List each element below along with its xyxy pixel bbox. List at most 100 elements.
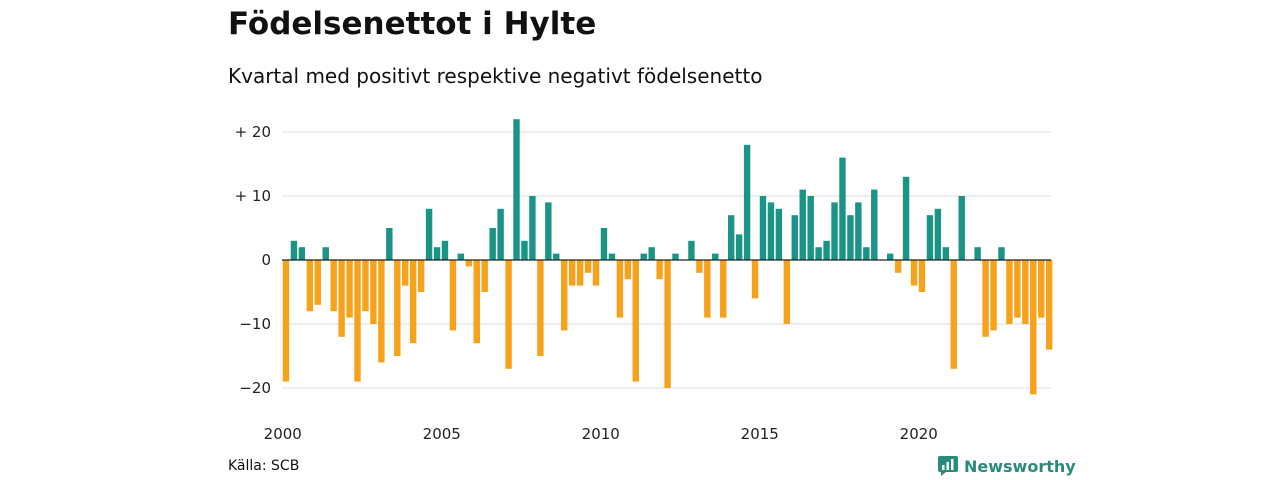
bar-negative — [346, 260, 353, 318]
bar-positive — [608, 253, 616, 260]
bar-negative — [378, 260, 385, 363]
x-tick-label: 2020 — [900, 425, 938, 443]
bar-positive — [727, 215, 735, 260]
bar-positive — [767, 202, 775, 260]
x-tick-label: 2000 — [264, 425, 302, 443]
y-tick-label: + 10 — [235, 187, 271, 205]
bar-negative — [751, 260, 759, 299]
bar-negative — [465, 260, 473, 267]
bar-positive — [441, 240, 449, 260]
bar-negative — [409, 260, 417, 344]
bar-negative — [338, 260, 345, 337]
bar-positive — [871, 189, 878, 260]
bar-negative — [1006, 260, 1013, 324]
bar-positive — [902, 176, 910, 260]
bar-positive — [712, 253, 719, 260]
x-tick-label: 2015 — [741, 425, 779, 443]
bar-negative — [592, 260, 600, 286]
bar-positive — [823, 240, 830, 260]
bar-positive — [648, 247, 655, 260]
bar-positive — [974, 247, 981, 260]
bar-negative — [537, 260, 544, 356]
bar-negative — [362, 260, 369, 312]
bar-positive — [958, 196, 965, 260]
bar-negative — [624, 260, 632, 280]
source-note: Källa: SCB — [228, 458, 300, 474]
bar-positive — [942, 247, 950, 260]
bar-negative — [505, 260, 512, 369]
bar-positive — [489, 228, 496, 260]
x-tick-label: 2005 — [423, 425, 461, 443]
x-tick-label: 2010 — [582, 425, 620, 443]
bar-positive — [521, 240, 528, 260]
bar-positive — [839, 157, 846, 260]
bar-negative — [616, 260, 624, 318]
bar-positive — [759, 196, 767, 260]
bar-negative — [314, 260, 321, 305]
bar-positive — [322, 247, 329, 260]
bar-positive — [926, 215, 934, 260]
bar-positive — [457, 253, 465, 260]
bar-negative — [282, 260, 290, 382]
bar-negative — [481, 260, 488, 292]
chart-title: Födelsenettot i Hylte — [228, 6, 597, 42]
bar-negative — [950, 260, 957, 369]
bar-positive — [886, 253, 894, 260]
bar-negative — [1022, 260, 1029, 324]
bar-negative — [584, 260, 592, 273]
bar-positive — [298, 247, 306, 260]
bar-positive — [799, 189, 806, 260]
bar-positive — [743, 144, 751, 260]
bar-positive — [425, 208, 433, 260]
bar-negative — [402, 260, 409, 286]
bar-positive — [545, 202, 552, 260]
bar-negative — [561, 260, 568, 331]
bar-negative — [656, 260, 663, 280]
bar-positive — [553, 253, 560, 260]
y-tick-label: −20 — [239, 379, 271, 397]
bar-negative — [449, 260, 457, 331]
bar-negative — [354, 260, 361, 382]
bar-positive — [998, 247, 1005, 260]
bar-positive — [688, 240, 695, 260]
bar-negative — [394, 260, 401, 356]
bar-negative — [330, 260, 337, 312]
bar-negative — [704, 260, 711, 318]
bar-negative — [370, 260, 377, 324]
bar-negative — [1030, 260, 1037, 395]
bar-positive — [775, 208, 783, 260]
bar-positive — [386, 228, 393, 260]
bar-negative — [664, 260, 671, 388]
y-tick-label: −10 — [239, 315, 271, 333]
bar-positive — [433, 247, 441, 260]
bar-negative — [990, 260, 997, 331]
bar-negative — [982, 260, 989, 337]
bar-negative — [576, 260, 584, 286]
bar-positive — [847, 215, 854, 260]
bar-negative — [894, 260, 902, 273]
bar-positive — [290, 240, 298, 260]
y-axis-labels: + 20 + 10 0 −10 −20 — [235, 123, 271, 397]
bar-negative — [696, 260, 703, 273]
bar-negative — [1045, 260, 1053, 350]
brand-logo: Newsworthy — [938, 456, 1076, 476]
bar-positive — [934, 208, 942, 260]
bar-positive — [863, 247, 870, 260]
bar-negative — [918, 260, 926, 292]
bar-positive — [497, 208, 504, 260]
bar-negative — [306, 260, 314, 312]
bar-negative — [720, 260, 727, 318]
bar-negative — [568, 260, 576, 286]
bar-negative — [1014, 260, 1021, 318]
bar-negative — [1038, 260, 1045, 318]
y-tick-label: 0 — [261, 251, 271, 269]
brand-name: Newsworthy — [964, 456, 1076, 476]
bar-positive — [815, 247, 822, 260]
bar-positive — [855, 202, 862, 260]
bar-negative — [417, 260, 425, 292]
bar-negative — [783, 260, 791, 324]
bar-positive — [831, 202, 838, 260]
bar-positive — [672, 253, 679, 260]
bar-positive — [791, 215, 798, 260]
